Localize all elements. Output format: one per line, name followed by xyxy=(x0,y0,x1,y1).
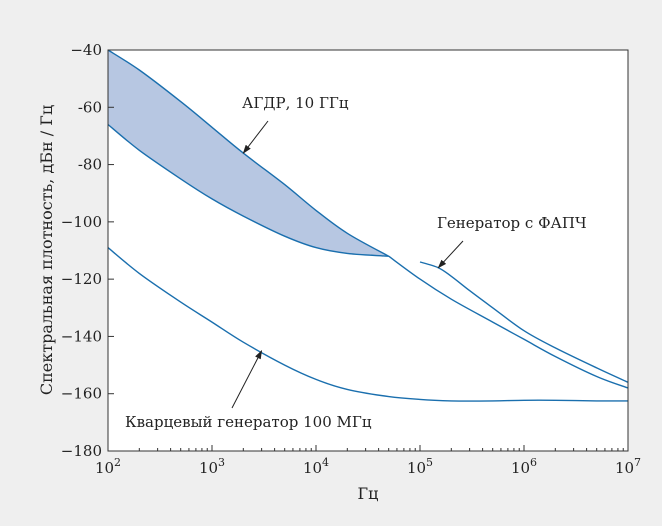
y-tick-label: −100 xyxy=(61,213,102,231)
annotation-quartz-arrow xyxy=(231,349,263,409)
x-tick-label: 105 xyxy=(407,456,433,477)
y-tick-label: −40 xyxy=(70,41,102,59)
x-tick-label: 103 xyxy=(199,456,225,477)
series-layer xyxy=(107,247,629,402)
annotation-quartz-text: Кварцевый генератор 100 МГц xyxy=(125,413,372,431)
annotation-pll-text: Генератор с ФАПЧ xyxy=(437,214,587,232)
agdr-band-lower-line xyxy=(107,123,389,257)
annotations: АГДР, 10 ГГц Генератор с ФАПЧ Кварцевый ге… xyxy=(125,94,587,431)
series-line-2 xyxy=(107,247,629,402)
annotation-agdr-text: АГДР, 10 ГГц xyxy=(242,94,349,112)
x-tick-label: 107 xyxy=(615,456,641,477)
y-tick-label: −140 xyxy=(61,327,102,345)
x-axis: 102 103 104 105 106 107 xyxy=(95,445,641,477)
x-tick-label: 106 xyxy=(511,456,537,477)
x-tick-label: 102 xyxy=(95,456,121,477)
x-axis-label: Гц xyxy=(358,484,379,503)
annotation-agdr-arrow xyxy=(242,120,269,154)
series-line-0 xyxy=(419,261,629,383)
y-tick-label: -80 xyxy=(78,156,102,174)
x-tick-label: 104 xyxy=(303,456,329,477)
series-line-1 xyxy=(388,255,629,389)
agdr-band-fill xyxy=(108,50,389,257)
y-tick-label: −160 xyxy=(61,385,102,403)
y-tick-label: −180 xyxy=(61,442,102,460)
y-axis-label: Спектральная плотность, дБн / Гц xyxy=(37,105,56,395)
plot-frame xyxy=(107,49,629,452)
annotation-pll-arrow xyxy=(437,240,464,269)
y-tick-label: −120 xyxy=(61,270,102,288)
y-tick-label: -60 xyxy=(78,98,102,116)
y-axis: −40 -60 -80 −100 −120 −140 −160 −180 xyxy=(61,41,114,460)
